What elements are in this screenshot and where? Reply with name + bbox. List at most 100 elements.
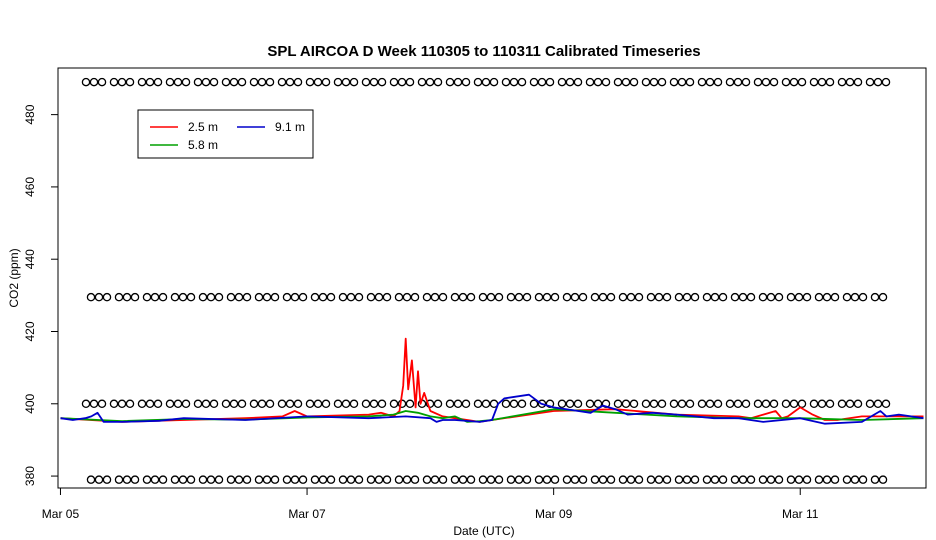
series-layer (60, 337, 924, 425)
x-tick-label: Mar 09 (535, 507, 573, 521)
marker-point (646, 475, 656, 484)
marker-point (125, 399, 135, 409)
marker-point (817, 399, 827, 409)
marker-point (481, 399, 491, 409)
y-tick-label: 380 (23, 466, 37, 486)
marker-point (830, 475, 840, 484)
marker-point (842, 292, 852, 302)
marker-point (865, 77, 875, 87)
marker-point (774, 475, 784, 484)
marker-point (654, 475, 664, 484)
marker-point (545, 399, 555, 409)
marker-point (369, 77, 379, 87)
marker-point (102, 475, 112, 484)
marker-point (542, 292, 552, 302)
marker-point (881, 77, 891, 87)
marker-point (738, 292, 748, 302)
legend-label: 2.5 m (188, 120, 218, 134)
marker-point (338, 475, 348, 484)
marker-point (354, 292, 364, 302)
marker-point (789, 77, 799, 87)
marker-point (702, 292, 712, 302)
marker-point (634, 292, 644, 302)
marker-point (578, 475, 588, 484)
marker-point (809, 77, 819, 87)
marker-point (585, 399, 595, 409)
marker-point (685, 399, 695, 409)
marker-point (718, 475, 728, 484)
marker-point (685, 77, 695, 87)
marker-row (86, 292, 888, 302)
marker-point (669, 77, 679, 87)
marker-point (562, 475, 572, 484)
marker-point (822, 475, 832, 484)
marker-point (173, 399, 183, 409)
marker-point (285, 77, 295, 87)
marker-point (466, 475, 476, 484)
marker-point (145, 77, 155, 87)
marker-point (282, 475, 292, 484)
marker-point (318, 475, 328, 484)
marker-point (137, 399, 147, 409)
marker-point (733, 77, 743, 87)
marker-point (878, 292, 888, 302)
marker-point (654, 292, 664, 302)
marker-point (682, 475, 692, 484)
marker-point (450, 475, 460, 484)
marker-point (349, 77, 359, 87)
marker-point (270, 292, 280, 302)
marker-point (786, 292, 796, 302)
legend-label: 5.8 m (188, 138, 218, 152)
marker-point (150, 475, 160, 484)
marker-point (265, 399, 275, 409)
marker-point (117, 399, 127, 409)
marker-point (453, 399, 463, 409)
marker-point (321, 399, 331, 409)
marker-point (649, 77, 659, 87)
marker-point (713, 399, 723, 409)
marker-point (769, 77, 779, 87)
marker-point (374, 292, 384, 302)
marker-point (425, 77, 435, 87)
marker-point (825, 77, 835, 87)
marker-point (354, 475, 364, 484)
marker-point (522, 292, 532, 302)
marker-point (718, 292, 728, 302)
marker-point (725, 77, 735, 87)
marker-point (545, 77, 555, 87)
marker-point (405, 399, 415, 409)
marker-point (142, 292, 152, 302)
marker-point (214, 292, 224, 302)
plot-frame (57, 67, 927, 489)
marker-point (797, 77, 807, 87)
marker-point (226, 292, 236, 302)
legend-label: 9.1 m (275, 120, 305, 134)
marker-point (97, 77, 107, 87)
marker-point (517, 77, 527, 87)
marker-point (453, 77, 463, 87)
marker-point (130, 475, 140, 484)
marker-point (641, 399, 651, 409)
marker-point (89, 399, 99, 409)
marker-point (94, 292, 104, 302)
marker-point (562, 292, 572, 302)
marker-point (606, 292, 616, 302)
marker-point (865, 399, 875, 409)
marker-point (774, 292, 784, 302)
series-line-91m (60, 393, 924, 425)
marker-point (221, 77, 231, 87)
marker-point (473, 77, 483, 87)
marker-point (481, 77, 491, 87)
marker-point (489, 77, 499, 87)
marker-point (662, 475, 672, 484)
marker-point (461, 77, 471, 87)
marker-point (870, 475, 880, 484)
marker-point (494, 292, 504, 302)
marker-point (206, 292, 216, 302)
y-axis: 380 400 420 440 460 480 (23, 104, 58, 486)
marker-point (209, 77, 219, 87)
y-axis-label: CO2 (ppm) (7, 248, 21, 307)
marker-point (130, 292, 140, 302)
marker-point (201, 399, 211, 409)
marker-point (478, 292, 488, 302)
